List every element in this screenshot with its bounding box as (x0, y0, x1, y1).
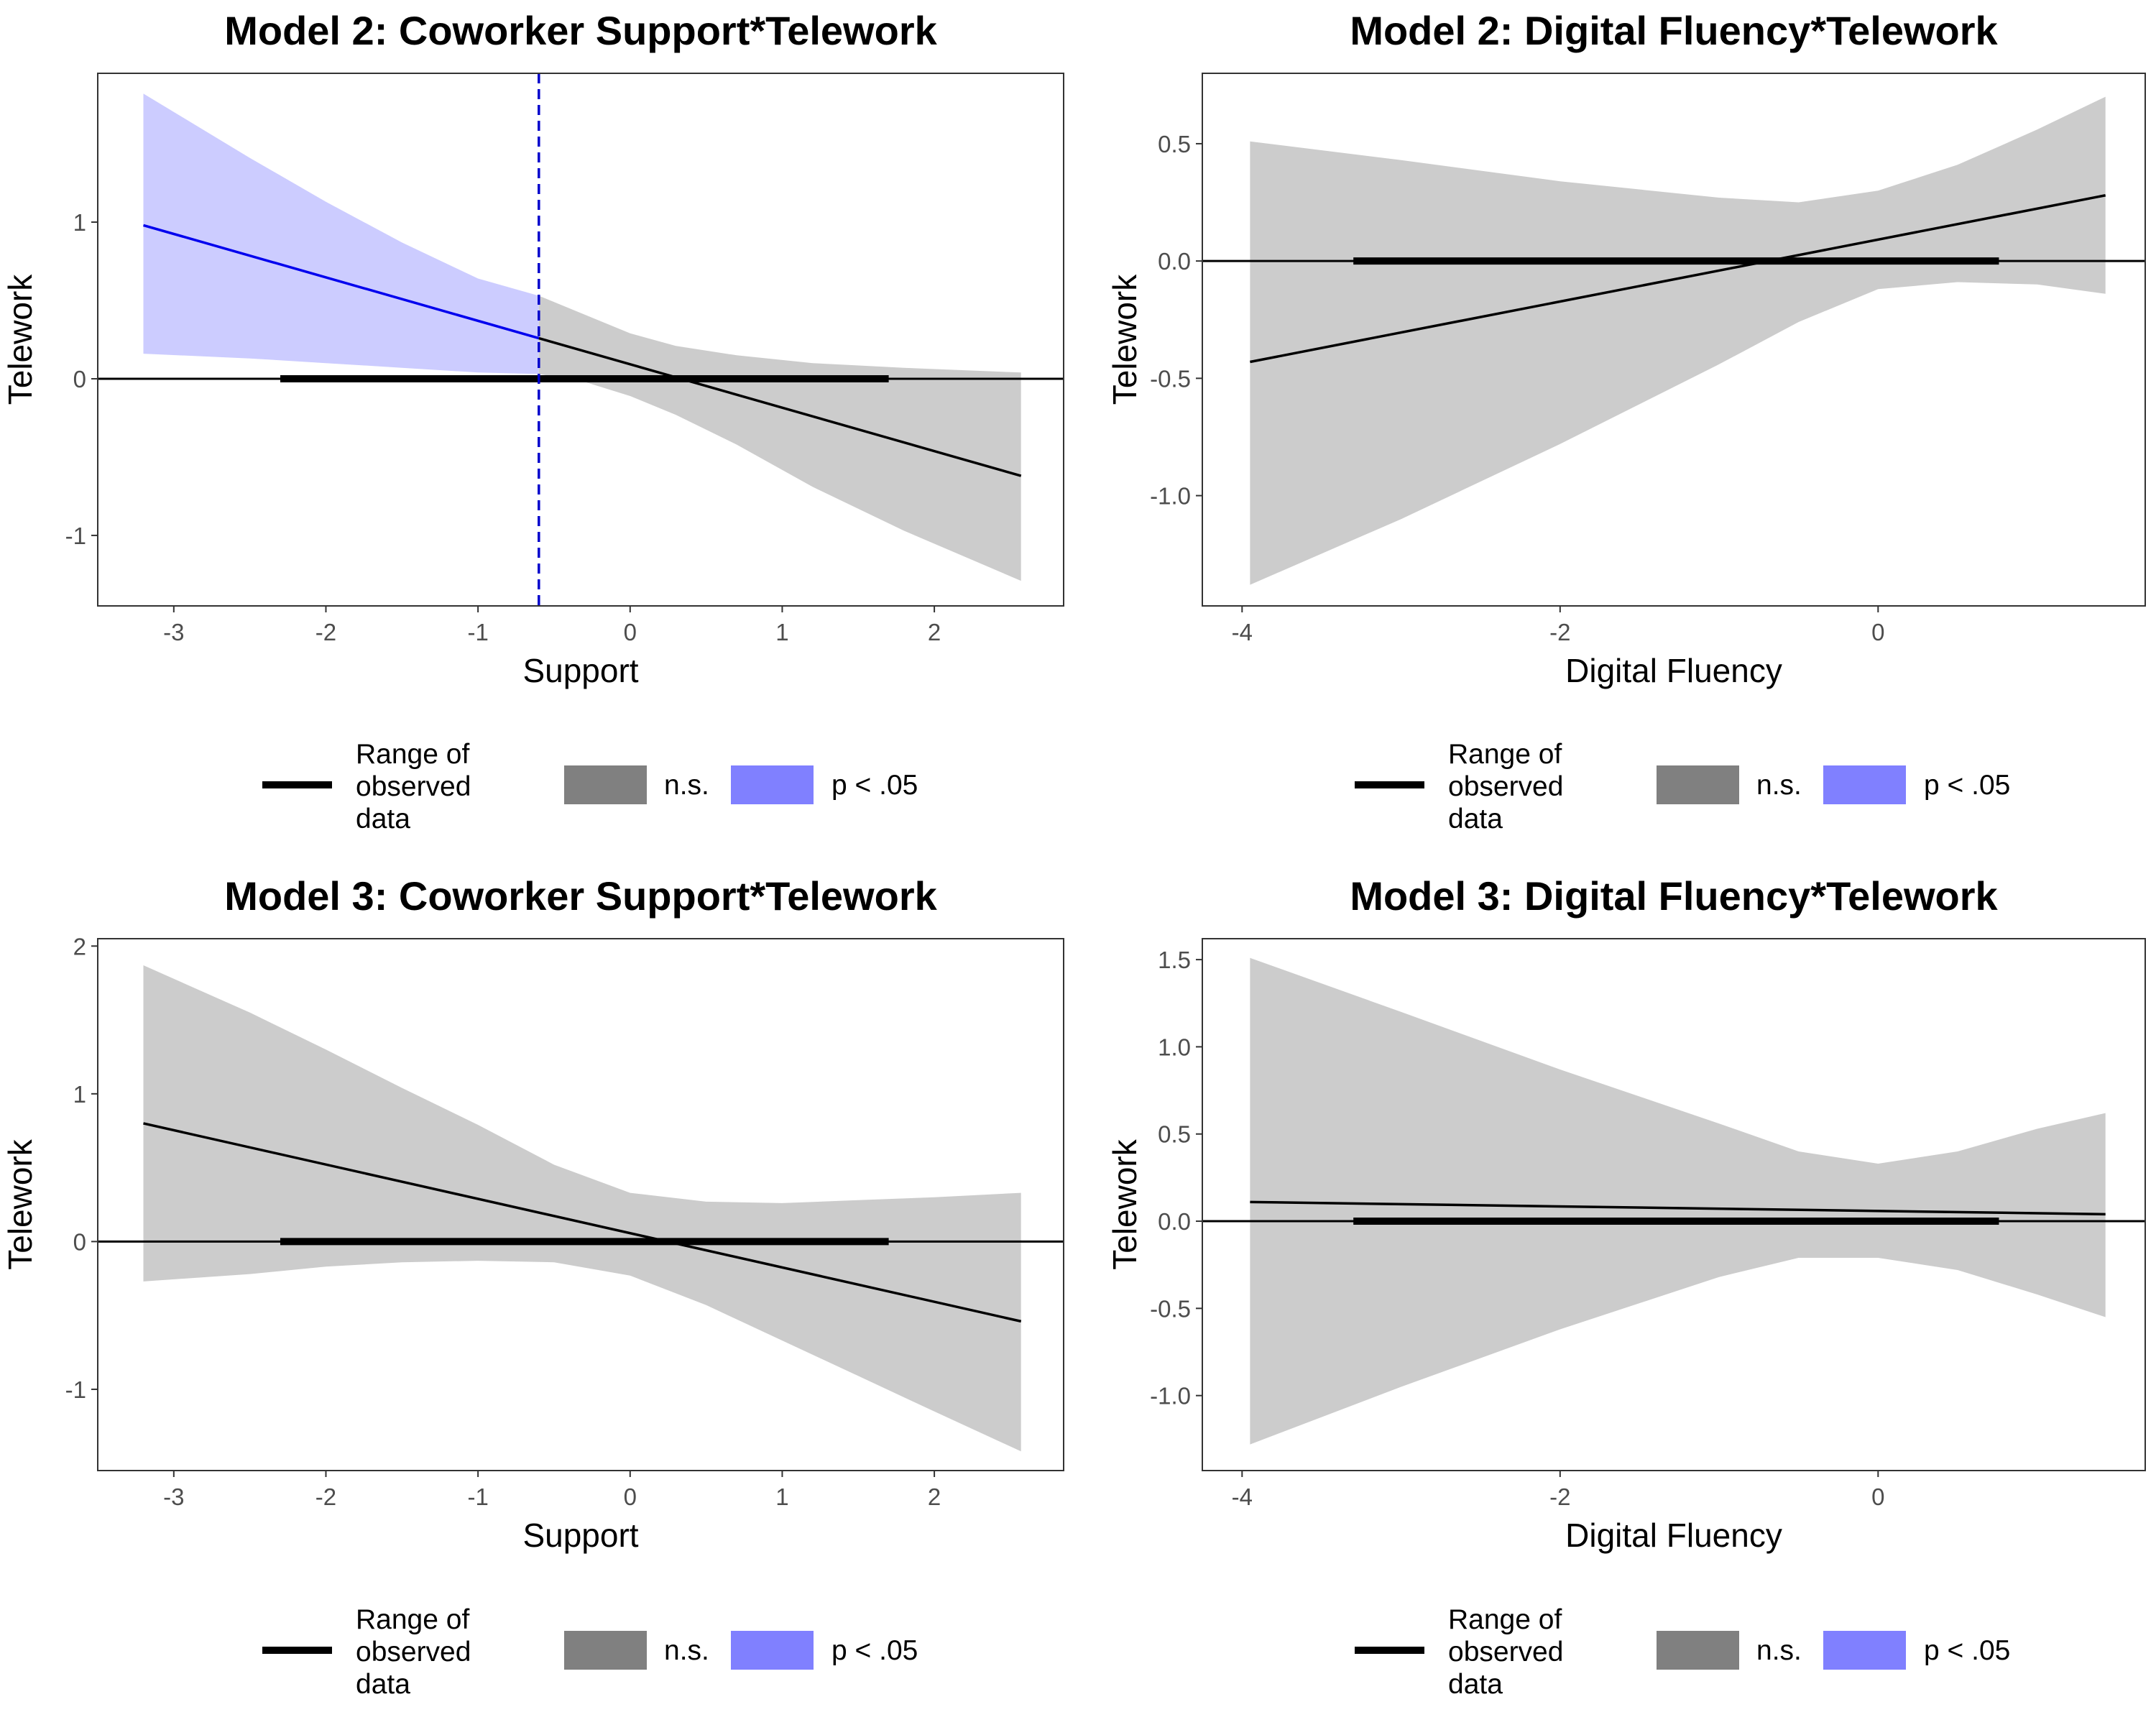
y-tick-label: -0.5 (1150, 365, 1191, 392)
panel-4: -4 -2 0 -1.0 -0.5 0.0 0.5 1.0 1.5 Model 3: Digita… (1106, 873, 2146, 1700)
y-tick-label: -1 (65, 523, 86, 549)
x-tick-label: 1 (775, 619, 788, 645)
y-tick-label: -1.0 (1150, 483, 1191, 510)
legend-ns-label: n.s. (1756, 1635, 1802, 1666)
legend-sig-key (731, 1631, 814, 1670)
x-tick-label: -2 (1549, 619, 1570, 645)
x-tick-label: -1 (467, 1484, 488, 1510)
panel-border (97, 938, 1064, 1471)
legend-range-label: Range of observed data (356, 739, 471, 834)
legend: Range of observed data n.s. p < .05 (1355, 739, 2010, 834)
panel-1: -3 -2 -1 0 1 2 -1 0 1 Model 2: Coworker Support*T… (1, 8, 1064, 834)
x-tick-label: 0 (1871, 619, 1884, 645)
ci-band-nonsignificant (1250, 96, 2106, 585)
legend-sig-label: p < .05 (1924, 770, 2010, 801)
y-axis-title: Telework (1, 274, 39, 405)
panel-2: -4 -2 0 -1.0 -0.5 0.0 0.5 Model 2: Digital Flue… (1106, 8, 2146, 834)
y-tick-label: 0.0 (1158, 1208, 1191, 1235)
ci-band-significant (143, 93, 539, 374)
y-axis-title: Telework (1106, 1138, 1143, 1270)
y-tick-label: -0.5 (1150, 1295, 1191, 1322)
legend-sig-label: p < .05 (831, 1635, 918, 1666)
x-tick-label: -2 (315, 619, 336, 645)
y-tick-label: 2 (73, 933, 86, 960)
ci-band-nonsignificant (538, 295, 1021, 581)
legend-sig-key (1823, 1631, 1906, 1670)
y-tick-label: 0 (73, 1228, 86, 1255)
x-tick-label: -2 (315, 1484, 336, 1510)
legend-ns-key (1657, 765, 1739, 804)
plot-area (98, 73, 1064, 606)
y-axis-title: Telework (1106, 274, 1143, 405)
slope-line (1250, 194, 2106, 364)
x-axis-title: Support (522, 1517, 638, 1554)
legend-sig-key (1823, 765, 1906, 804)
slope-line-significant (143, 224, 540, 340)
legend-sig-label: p < .05 (1924, 1635, 2010, 1666)
x-tick-label: -3 (163, 1484, 184, 1510)
legend-sig-key (731, 765, 814, 804)
legend-range-label: Range of observed data (356, 1604, 471, 1700)
slope-line (538, 336, 1022, 477)
x-tick-label: 0 (624, 1484, 637, 1510)
y-tick-label: 0.5 (1158, 131, 1191, 157)
x-tick-label: -2 (1549, 1484, 1570, 1510)
chart-title: Model 2: Digital Fluency*Telework (1350, 8, 1998, 53)
legend: Range of observed data n.s. p < .05 (262, 1604, 918, 1700)
plot-area (1202, 96, 2145, 585)
y-tick-label: 0 (73, 366, 86, 392)
legend-ns-label: n.s. (664, 1635, 709, 1666)
legend: Range of observed data n.s. p < .05 (1355, 1604, 2010, 1700)
ci-band-nonsignificant (1250, 957, 2106, 1445)
legend-ns-key (564, 1631, 647, 1670)
y-tick-label: -1 (65, 1376, 86, 1403)
x-axis-title: Support (522, 652, 638, 689)
legend-ns-label: n.s. (664, 770, 709, 801)
x-tick-label: -3 (163, 619, 184, 645)
slope-line (143, 1122, 1022, 1323)
y-tick-label: 0.5 (1158, 1121, 1191, 1148)
panel-border (1202, 938, 2146, 1471)
panel-border (97, 73, 1064, 607)
panel-border (1202, 73, 2146, 607)
x-tick-label: 0 (1871, 1484, 1884, 1510)
x-tick-label: 2 (928, 619, 941, 645)
legend-range-label: Range of observed data (1448, 1604, 1563, 1700)
x-tick-label: -4 (1232, 619, 1253, 645)
legend-ns-key (564, 765, 647, 804)
plot-area (1202, 957, 2145, 1445)
y-tick-label: 1.5 (1158, 947, 1191, 973)
slope-line (1250, 1200, 2106, 1216)
legend: Range of observed data n.s. p < .05 (262, 739, 918, 834)
legend-range-label: Range of observed data (1448, 739, 1563, 834)
chart-title: Model 3: Digital Fluency*Telework (1350, 873, 1998, 919)
x-axis-title: Digital Fluency (1565, 652, 1782, 689)
chart-title: Model 3: Coworker Support*Telework (224, 873, 937, 919)
legend-sig-label: p < .05 (831, 770, 918, 801)
panel-3: -3 -2 -1 0 1 2 -1 0 1 2 Model 3: Coworker Support*… (1, 873, 1064, 1700)
x-tick-label: 2 (928, 1484, 941, 1510)
y-tick-label: -1.0 (1150, 1383, 1191, 1409)
plot-area (98, 965, 1064, 1452)
ci-band-nonsignificant (143, 965, 1021, 1452)
x-tick-label: 1 (775, 1484, 788, 1510)
y-tick-label: 1 (73, 209, 86, 236)
y-axis-title: Telework (1, 1138, 39, 1270)
chart-title: Model 2: Coworker Support*Telework (224, 8, 937, 53)
y-tick-label: 0.0 (1158, 248, 1191, 275)
legend-ns-key (1657, 1631, 1739, 1670)
y-tick-label: 1 (73, 1081, 86, 1108)
y-tick-label: 1.0 (1158, 1034, 1191, 1060)
x-tick-label: -1 (467, 619, 488, 645)
x-tick-label: -4 (1232, 1484, 1253, 1510)
x-tick-label: 0 (624, 619, 637, 645)
legend-ns-label: n.s. (1756, 770, 1802, 801)
x-axis-title: Digital Fluency (1565, 1517, 1782, 1554)
